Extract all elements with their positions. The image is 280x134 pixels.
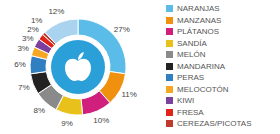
svg-text:10%: 10% bbox=[93, 116, 109, 125]
html-text:PLÁTANOS: PLÁTANOS bbox=[177, 27, 220, 37]
svg-text:1%: 1% bbox=[31, 16, 43, 25]
html-text:PERAS: PERAS bbox=[177, 73, 205, 83]
html-text:CEREZAS/PICOTAS: CEREZAS/PICOTAS bbox=[177, 119, 252, 129]
svg-text:8%: 8% bbox=[34, 106, 46, 115]
svg-text:3%: 3% bbox=[17, 44, 29, 53]
html-text:NARANJAS: NARANJAS bbox=[177, 4, 220, 14]
html-text:FRESA: FRESA bbox=[177, 107, 204, 117]
svg-text:11%: 11% bbox=[121, 90, 136, 99]
html-text:MANZANAS: MANZANAS bbox=[177, 15, 222, 25]
svg-text:27%: 27% bbox=[114, 25, 130, 34]
svg-text:9%: 9% bbox=[61, 119, 73, 128]
svg-text:7%: 7% bbox=[18, 83, 30, 92]
html-text:KIWI: KIWI bbox=[177, 96, 195, 106]
svg-text:3%: 3% bbox=[22, 34, 34, 43]
html-text:SANDÍA: SANDÍA bbox=[177, 38, 207, 48]
html-text:MELÓN: MELÓN bbox=[177, 50, 206, 60]
html-text:MANDARINA: MANDARINA bbox=[177, 61, 225, 71]
html-text:MELOCOTÓN: MELOCOTÓN bbox=[177, 84, 229, 94]
svg-text:12%: 12% bbox=[48, 7, 64, 16]
svg-text:6%: 6% bbox=[14, 60, 26, 69]
svg-text:2%: 2% bbox=[27, 25, 39, 34]
